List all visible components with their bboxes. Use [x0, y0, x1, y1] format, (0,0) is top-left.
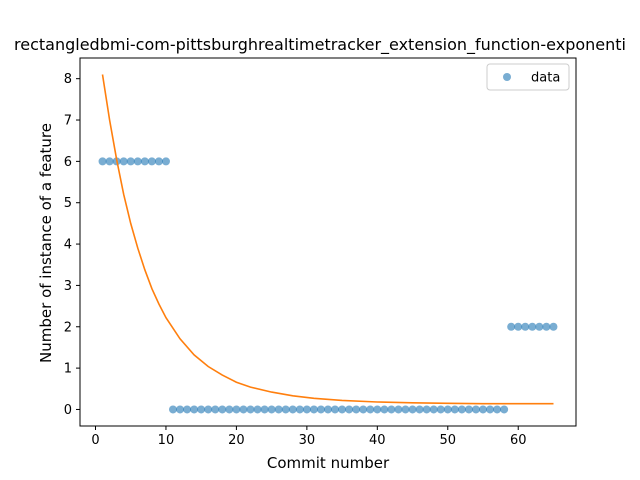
data-point — [309, 405, 318, 414]
legend-marker — [503, 73, 511, 81]
data-point — [316, 405, 325, 414]
data-point — [450, 405, 459, 414]
data-point — [232, 405, 241, 414]
legend-box — [486, 63, 570, 91]
data-point — [133, 157, 142, 166]
data-point — [246, 405, 255, 414]
data-point — [169, 405, 177, 414]
data-point — [147, 157, 156, 166]
data-point — [197, 405, 206, 414]
x-tick-label: 40 — [369, 433, 386, 448]
y-axis-label: Number of instance of a feature — [37, 123, 55, 363]
data-point — [401, 405, 410, 414]
chart-title: rectangledbmi-com-pittsburghrealtimetrac… — [14, 35, 626, 55]
y-tick-label: 2 — [64, 320, 72, 335]
x-tick-label: 50 — [439, 433, 456, 448]
y-tick-label: 8 — [64, 72, 72, 87]
data-point — [281, 405, 290, 414]
data-point — [352, 405, 361, 414]
data-point — [302, 405, 311, 414]
data-point — [415, 405, 424, 414]
axes: 0 10 20 30 40 50 60 0 1 2 3 4 5 6 7 8 — [64, 57, 577, 448]
data-point — [204, 405, 213, 414]
data-point — [253, 405, 262, 414]
y-tick-label: 0 — [64, 403, 72, 418]
axes-frame — [79, 57, 577, 427]
legend-label: data — [531, 71, 560, 86]
data-point — [260, 405, 269, 414]
data-point — [422, 405, 431, 414]
x-tick-label: 0 — [91, 433, 99, 448]
data-point — [542, 322, 551, 331]
data-point — [161, 157, 170, 166]
data-point — [500, 405, 509, 414]
data-point — [190, 405, 199, 414]
data-point — [218, 405, 227, 414]
plot-area — [98, 74, 558, 414]
x-tick-label: 30 — [299, 433, 316, 448]
data-point — [324, 405, 332, 414]
data-point — [295, 405, 304, 414]
data-point — [176, 405, 185, 414]
data-point — [345, 405, 354, 414]
x-tick-label: 20 — [228, 433, 245, 448]
data-point — [528, 322, 537, 331]
data-point — [464, 405, 473, 414]
data-point — [507, 322, 516, 331]
y-tick-label: 6 — [64, 155, 72, 170]
data-point — [288, 405, 297, 414]
data-point — [380, 405, 389, 414]
data-point — [387, 405, 396, 414]
data-point — [211, 405, 220, 414]
data-point — [267, 405, 276, 414]
data-point — [359, 405, 368, 414]
data-point — [274, 405, 283, 414]
data-point — [105, 157, 114, 166]
data-point — [535, 322, 544, 331]
data-point — [183, 405, 192, 414]
data-point — [338, 405, 347, 414]
y-tick-label: 3 — [64, 279, 72, 294]
data-point — [493, 405, 502, 414]
data-point — [126, 157, 135, 166]
data-point — [479, 405, 487, 414]
data-point — [408, 405, 417, 414]
data-point — [429, 405, 438, 414]
y-tick-label: 7 — [64, 114, 72, 129]
data-point — [521, 322, 530, 331]
y-tick-label: 1 — [64, 362, 72, 377]
data-point — [436, 405, 445, 414]
data-point — [514, 322, 523, 331]
x-tick-label: 10 — [158, 433, 175, 448]
data-point — [443, 405, 452, 414]
fitted-curve-line — [101, 74, 554, 405]
data-point — [119, 157, 128, 166]
data-point — [457, 405, 466, 414]
x-axis-label: Commit number — [267, 454, 390, 472]
data-point — [98, 157, 107, 166]
data-point — [373, 405, 382, 414]
data-point — [486, 405, 495, 414]
data-point — [225, 405, 234, 414]
data-point — [366, 405, 375, 414]
y-tick-label: 4 — [64, 238, 72, 253]
y-tick-label: 5 — [64, 196, 72, 211]
data-point — [331, 405, 340, 414]
data-point — [154, 157, 163, 166]
data-point — [471, 405, 480, 414]
data-point — [140, 157, 149, 166]
data-point — [549, 322, 558, 331]
data-point — [394, 405, 403, 414]
data-point — [239, 405, 248, 414]
legend: data — [486, 63, 570, 91]
x-tick-label: 60 — [510, 433, 527, 448]
